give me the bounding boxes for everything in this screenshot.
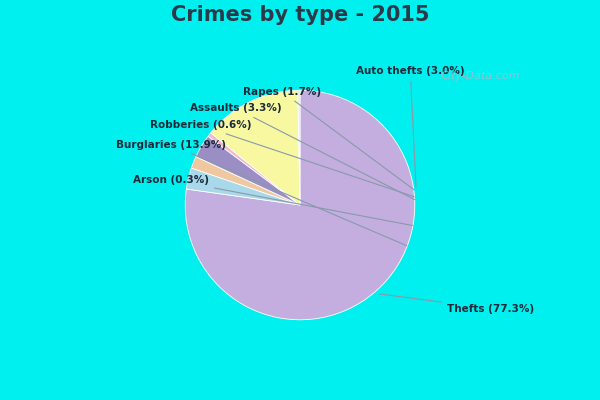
Text: Robberies (0.6%): Robberies (0.6%) xyxy=(149,120,414,197)
Text: City-Data.com: City-Data.com xyxy=(440,70,520,80)
Wedge shape xyxy=(187,168,300,205)
Wedge shape xyxy=(211,90,300,205)
Wedge shape xyxy=(185,90,415,320)
Text: Assaults (3.3%): Assaults (3.3%) xyxy=(190,103,415,200)
Wedge shape xyxy=(196,136,300,205)
Text: Auto thefts (3.0%): Auto thefts (3.0%) xyxy=(356,66,464,187)
Text: Crimes by type - 2015: Crimes by type - 2015 xyxy=(171,5,429,25)
Wedge shape xyxy=(298,90,300,205)
Text: Rapes (1.7%): Rapes (1.7%) xyxy=(243,86,414,190)
Text: Arson (0.3%): Arson (0.3%) xyxy=(133,175,412,226)
Text: Burglaries (13.9%): Burglaries (13.9%) xyxy=(116,140,407,246)
Wedge shape xyxy=(208,133,300,205)
Wedge shape xyxy=(191,157,300,205)
Text: Thefts (77.3%): Thefts (77.3%) xyxy=(379,294,534,314)
